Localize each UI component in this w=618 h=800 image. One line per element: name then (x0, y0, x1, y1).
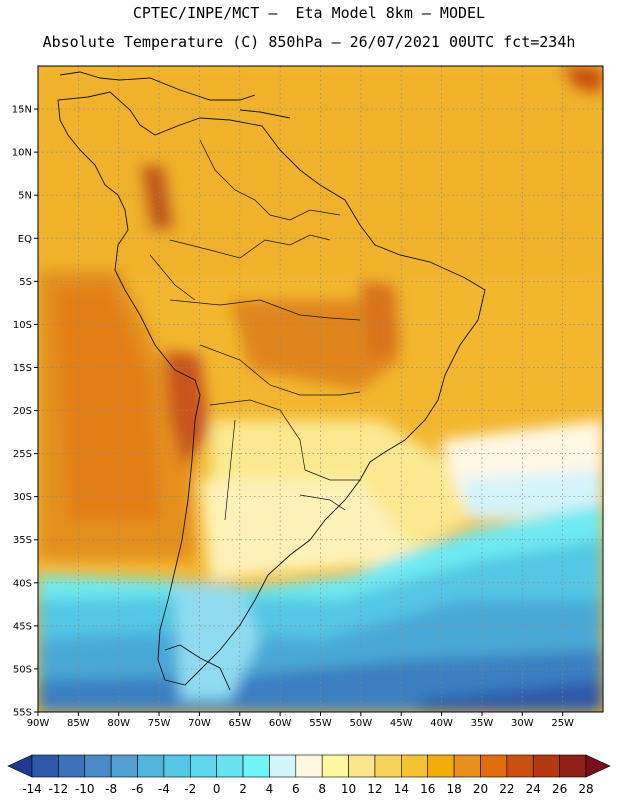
lat-tick-label: 25S (13, 449, 32, 460)
colorbar-min-arrow (7, 754, 33, 778)
lon-tick-label: 75W (148, 718, 171, 729)
colorbar-swatch (163, 754, 191, 778)
lat-tick-label: 10N (12, 148, 32, 159)
lat-tick-label: 55S (13, 708, 32, 719)
lon-tick-label: 65W (228, 718, 251, 729)
colorbar-swatch (110, 754, 138, 778)
coastlines (57, 71, 486, 691)
lat-tick-label: 40S (13, 578, 32, 589)
colorbar-tick-label: 24 (526, 782, 541, 796)
colorbar-tick-label: -2 (184, 782, 196, 796)
lon-tick-label: 60W (269, 718, 292, 729)
colorbar-swatch (269, 754, 297, 778)
colorbar-swatch (401, 754, 429, 778)
colorbar-tick-label: 12 (367, 782, 382, 796)
lon-tick-label: 35W (471, 718, 494, 729)
title-line-2: Absolute Temperature (C) 850hPa – 26/07/… (42, 33, 576, 51)
colorbar-tick-label: 18 (446, 782, 461, 796)
latitude-tick-labels: 15N 10N 5N EQ 5S 10S 15S 20S 25S 30S 35S 40S 45S 50S 5… (12, 105, 38, 719)
colorbar-tick-label: -8 (105, 782, 117, 796)
colorbar-tick-label: 6 (292, 782, 300, 796)
lat-tick-label: 15S (13, 363, 32, 374)
colorbar-tick-label: 0 (213, 782, 221, 796)
colorbar-tick-label: -4 (158, 782, 170, 796)
colorbar-swatch (480, 754, 508, 778)
colorbar-tick-label: 28 (578, 782, 593, 796)
colorbar-tick-label: 26 (552, 782, 567, 796)
country-borders (149, 139, 361, 521)
lat-tick-label: 35S (13, 535, 32, 546)
lat-tick-label: EQ (18, 234, 32, 245)
lat-tick-label: 30S (13, 492, 32, 503)
colorbar-swatch (189, 754, 217, 778)
colorbar-swatch (137, 754, 165, 778)
lon-tick-label: 85W (67, 718, 90, 729)
colorbar-swatch (532, 754, 560, 778)
colorbar-tick-label: -14 (22, 782, 42, 796)
colorbar-tick-label: -6 (132, 782, 144, 796)
temperature-field (38, 66, 603, 712)
lat-tick-label: 45S (13, 621, 32, 632)
longitude-tick-labels: 90W 85W 80W 75W 70W 65W 60W 55W 50W 45W 40W 35W 30W 2… (27, 712, 574, 729)
title-line-1: CPTEC/INPE/MCT – Eta Model 8km – MODEL (132, 4, 486, 22)
colorbar-swatch (295, 754, 323, 778)
colorbar-swatch (427, 754, 455, 778)
lon-tick-label: 70W (188, 718, 211, 729)
colorbar-tick-label: 8 (318, 782, 326, 796)
colorbar: -14 -12 -10 -8 -6 -4 -2 0 2 4 6 8 10 12 14 16 18 20 22 24 26… (7, 754, 611, 796)
colorbar-max-arrow (585, 754, 611, 778)
colorbar-swatch (216, 754, 244, 778)
lon-tick-label: 50W (350, 718, 373, 729)
colorbar-tick-label: -12 (49, 782, 69, 796)
colorbar-tick-label: 22 (499, 782, 514, 796)
lon-tick-label: 25W (551, 718, 574, 729)
colorbar-swatch (58, 754, 86, 778)
lat-tick-label: 20S (13, 406, 32, 417)
lon-tick-label: 80W (107, 718, 130, 729)
lat-tick-label: 5S (19, 277, 32, 288)
colorbar-swatch (559, 754, 587, 778)
colorbar-tick-label: 4 (266, 782, 274, 796)
colorbar-swatch (31, 754, 59, 778)
colorbar-swatch (348, 754, 376, 778)
lon-tick-label: 30W (511, 718, 534, 729)
colorbar-swatch (374, 754, 402, 778)
colorbar-tick-label: 2 (239, 782, 247, 796)
lon-tick-label: 40W (430, 718, 453, 729)
colorbar-tick-label: 16 (420, 782, 435, 796)
lon-tick-label: 55W (309, 718, 332, 729)
colorbar-swatch (453, 754, 481, 778)
lat-tick-label: 50S (13, 664, 32, 675)
colorbar-tick-label: -10 (75, 782, 95, 796)
colorbar-swatch (506, 754, 534, 778)
lat-tick-label: 5N (18, 191, 32, 202)
lat-tick-label: 15N (12, 105, 32, 116)
colorbar-tick-label: 10 (341, 782, 356, 796)
colorbar-swatch (84, 754, 112, 778)
lat-tick-label: 10S (13, 320, 32, 331)
lon-tick-label: 45W (390, 718, 413, 729)
colorbar-swatch (242, 754, 270, 778)
lon-tick-label: 90W (27, 718, 50, 729)
colorbar-swatch (321, 754, 349, 778)
colorbar-tick-label: 14 (394, 782, 409, 796)
colorbar-tick-label: 20 (473, 782, 488, 796)
